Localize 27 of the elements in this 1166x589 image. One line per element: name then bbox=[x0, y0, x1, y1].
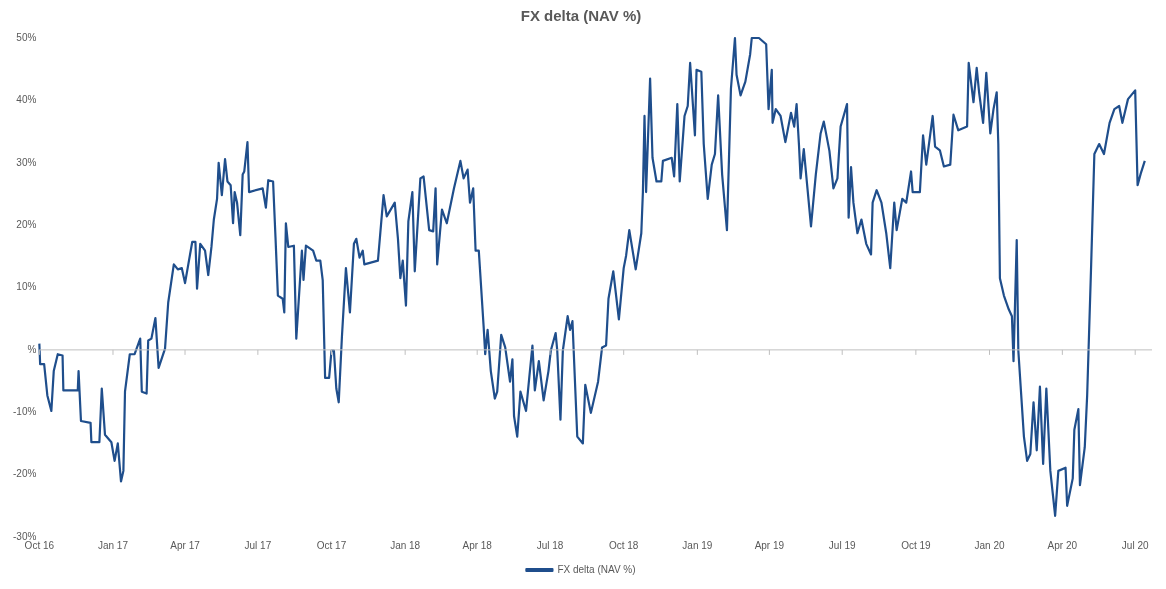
chart-title: FX delta (NAV %) bbox=[520, 7, 642, 25]
x-tick-label: Apr 18 bbox=[462, 539, 493, 551]
y-tick-label: -10% bbox=[12, 406, 37, 417]
x-tick-label: Apr 20 bbox=[1047, 539, 1078, 551]
x-tick-label: Apr 19 bbox=[754, 539, 785, 551]
y-tick-label: -30% bbox=[12, 530, 37, 542]
y-tick-label: 40% bbox=[16, 94, 37, 106]
y-tick-label: 20% bbox=[16, 218, 37, 230]
x-tick-label: Jan 17 bbox=[97, 539, 129, 551]
legend-label: FX delta (NAV %) bbox=[557, 563, 636, 575]
x-tick-label: Oct 19 bbox=[901, 539, 932, 551]
x-tick-label: Oct 18 bbox=[608, 539, 639, 551]
x-tick-label: Jul 18 bbox=[536, 539, 564, 551]
x-tick-label: Jul 19 bbox=[828, 539, 856, 551]
x-tick-label: Oct 17 bbox=[316, 539, 347, 551]
x-tick-label: Jul 17 bbox=[244, 539, 272, 551]
x-tick-label: Jul 20 bbox=[1121, 539, 1149, 551]
y-tick-label: 10% bbox=[16, 281, 37, 293]
y-tick-label: -20% bbox=[12, 468, 37, 480]
x-tick-label: Jan 20 bbox=[974, 539, 1005, 551]
x-tick-label: Jan 18 bbox=[390, 539, 421, 551]
y-tick-label: % bbox=[27, 343, 37, 355]
y-tick-label: 30% bbox=[16, 156, 37, 168]
x-tick-label: Apr 17 bbox=[170, 539, 201, 551]
y-tick-label: 50% bbox=[16, 31, 37, 43]
x-tick-label: Jan 19 bbox=[682, 539, 713, 551]
x-tick-label: Oct 16 bbox=[24, 539, 55, 551]
